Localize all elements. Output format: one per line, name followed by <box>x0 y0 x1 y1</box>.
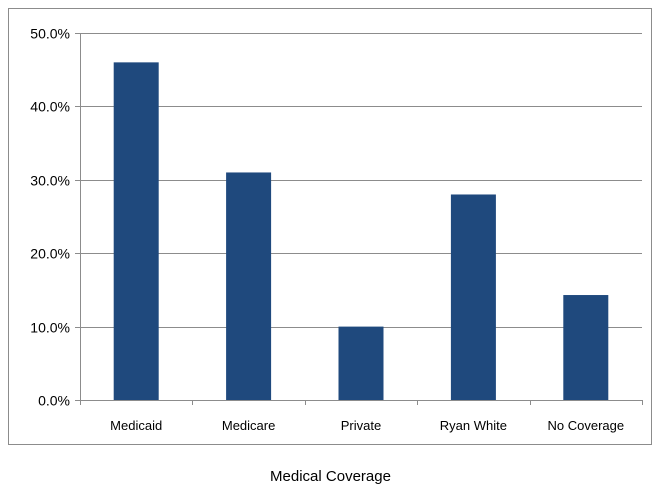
bar-no-coverage <box>563 295 609 400</box>
bar-ryan-white <box>450 194 496 400</box>
x-tick-label: Ryan White <box>440 418 507 433</box>
x-tick-label: Medicaid <box>110 418 162 433</box>
y-tick-label: 20.0% <box>30 246 70 262</box>
y-tick-label: 0.0% <box>38 393 70 409</box>
bar-private <box>338 326 384 400</box>
x-tick-label: Private <box>341 418 381 433</box>
y-tick-label: 10.0% <box>30 320 70 336</box>
y-tick-label: 30.0% <box>30 173 70 189</box>
bar-medicare <box>226 172 272 400</box>
x-tick-label: No Coverage <box>547 418 624 433</box>
x-axis-title: Medical Coverage <box>270 468 391 485</box>
x-tick-label: Medicare <box>222 418 275 433</box>
bar-medicaid <box>113 62 159 401</box>
y-tick-label: 50.0% <box>30 26 70 42</box>
y-tick-label: 40.0% <box>30 99 70 115</box>
